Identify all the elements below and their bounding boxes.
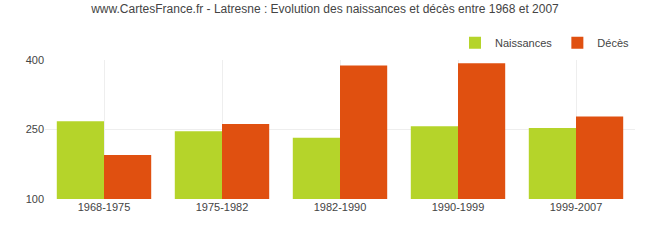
svg-text:1990-1999: 1990-1999 bbox=[432, 201, 485, 213]
svg-text:400: 400 bbox=[26, 54, 44, 66]
svg-text:100: 100 bbox=[26, 193, 44, 205]
svg-text:www.CartesFrance.fr - Latresne: www.CartesFrance.fr - Latresne : Evoluti… bbox=[90, 2, 559, 16]
svg-text:1968-1975: 1968-1975 bbox=[78, 201, 131, 213]
svg-text:250: 250 bbox=[26, 123, 44, 135]
svg-text:Décès: Décès bbox=[597, 37, 629, 49]
svg-text:Naissances: Naissances bbox=[495, 37, 552, 49]
svg-text:1982-1990: 1982-1990 bbox=[314, 201, 367, 213]
svg-text:1999-2007: 1999-2007 bbox=[550, 201, 603, 213]
svg-text:1975-1982: 1975-1982 bbox=[196, 201, 249, 213]
